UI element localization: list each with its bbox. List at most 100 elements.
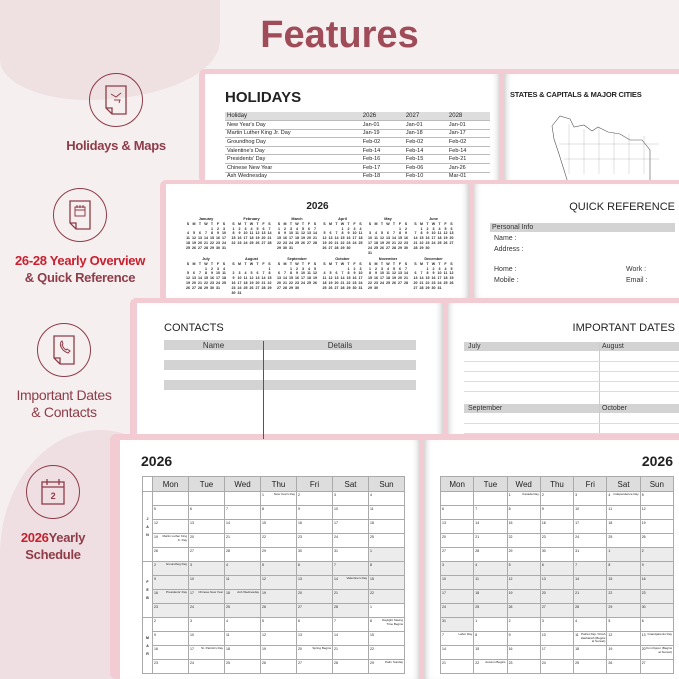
day-cell[interactable]: 8	[368, 561, 405, 576]
day-cell[interactable]: 27	[639, 659, 675, 674]
day-cell[interactable]: 17	[332, 519, 369, 534]
day-cell[interactable]: 16	[539, 519, 575, 534]
day-cell[interactable]: 7	[224, 505, 261, 520]
day-cell[interactable]: 25	[224, 603, 261, 618]
day-cell[interactable]: 2	[539, 491, 575, 506]
day-cell[interactable]: 18 Ash Wednesday	[224, 589, 261, 604]
day-cell[interactable]: 21	[332, 589, 369, 604]
day-cell[interactable]: 22	[506, 533, 541, 548]
day-cell[interactable]: 11	[368, 505, 405, 520]
day-cell[interactable]: 5	[506, 561, 541, 576]
day-cell[interactable]: 23	[506, 659, 541, 674]
day-cell[interactable]: 12	[260, 575, 297, 590]
day-cell[interactable]: 6	[539, 561, 575, 576]
day-cell[interactable]: 21	[332, 645, 369, 660]
day-cell[interactable]: 31	[332, 547, 369, 562]
day-cell[interactable]: 11	[473, 575, 508, 590]
day-cell[interactable]: 9	[296, 505, 333, 520]
day-cell[interactable]: 18	[606, 519, 641, 534]
day-cell[interactable]: 3	[188, 561, 225, 576]
day-cell[interactable]: 9	[639, 561, 675, 576]
day-cell[interactable]: 14	[473, 519, 508, 534]
day-cell[interactable]: 27	[439, 547, 475, 562]
day-cell[interactable]: 13	[296, 631, 333, 646]
day-cell[interactable]: 9	[152, 631, 189, 646]
day-cell[interactable]: 19	[260, 589, 297, 604]
day-cell[interactable]: 14	[332, 631, 369, 646]
day-cell[interactable]: 6	[296, 561, 333, 576]
day-cell[interactable]: 8 Daylight Saving Time Begins	[368, 617, 405, 632]
day-cell[interactable]: 6	[639, 617, 675, 632]
day-cell[interactable]: 6	[296, 617, 333, 632]
day-cell[interactable]: 8	[506, 505, 541, 520]
day-cell[interactable]: 21	[573, 589, 608, 604]
day-cell[interactable]: 26	[260, 603, 297, 618]
day-cell[interactable]: 1	[606, 547, 641, 562]
day-cell[interactable]: 5	[152, 505, 189, 520]
day-cell[interactable]: 10	[539, 631, 575, 646]
day-cell[interactable]: 26	[260, 659, 297, 674]
day-cell[interactable]: 20	[188, 533, 225, 548]
day-cell[interactable]: 15	[368, 575, 405, 590]
day-cell[interactable]: 1 New Year's Day	[260, 491, 297, 506]
day-cell[interactable]: 21	[224, 533, 261, 548]
day-cell[interactable]	[439, 491, 475, 506]
day-cell[interactable]: 18	[368, 519, 405, 534]
day-cell[interactable]: 31	[439, 617, 475, 632]
day-cell[interactable]: 20 Spring Begins	[296, 645, 333, 660]
day-cell[interactable]: 21	[439, 659, 475, 674]
day-cell[interactable]: 3	[573, 491, 608, 506]
day-cell[interactable]: 2 Groundhog Day	[152, 561, 189, 576]
day-cell[interactable]: 14	[439, 645, 475, 660]
day-cell[interactable]: 7	[332, 617, 369, 632]
day-cell[interactable]: 31	[573, 547, 608, 562]
day-cell[interactable]: 17	[573, 519, 608, 534]
day-cell[interactable]: 16	[639, 575, 675, 590]
day-cell[interactable]: 5	[639, 491, 675, 506]
day-cell[interactable]: 10	[188, 575, 225, 590]
day-cell[interactable]: 6	[188, 505, 225, 520]
day-cell[interactable]: 25	[368, 533, 405, 548]
day-cell[interactable]	[224, 491, 261, 506]
day-cell[interactable]: 30	[539, 547, 575, 562]
day-cell[interactable]: 15	[506, 519, 541, 534]
day-cell[interactable]: 7	[573, 561, 608, 576]
day-cell[interactable]	[152, 491, 189, 506]
day-cell[interactable]: 27	[296, 603, 333, 618]
day-cell[interactable]: 17	[539, 645, 575, 660]
day-cell[interactable]: 5	[606, 617, 641, 632]
day-cell[interactable]: 24	[439, 603, 475, 618]
day-cell[interactable]: 29	[606, 603, 641, 618]
day-cell[interactable]: 14	[573, 575, 608, 590]
day-cell[interactable]: 4	[368, 491, 405, 506]
day-cell[interactable]: 25	[573, 659, 608, 674]
day-cell[interactable]: 24	[332, 533, 369, 548]
day-cell[interactable]: 18	[224, 645, 261, 660]
day-cell[interactable]: 28	[332, 659, 369, 674]
day-cell[interactable]: 24	[188, 659, 225, 674]
day-cell[interactable]: 4	[224, 617, 261, 632]
day-cell[interactable]: 23	[539, 533, 575, 548]
day-cell[interactable]: 11 Patriot Day / Rosh Hashanah (Begins at…	[573, 631, 608, 646]
day-cell[interactable]: 16 Presidents' Day	[152, 589, 189, 604]
day-cell[interactable]: 16	[506, 645, 541, 660]
day-cell[interactable]: 19	[639, 519, 675, 534]
day-cell[interactable]: 10	[332, 505, 369, 520]
day-cell[interactable]: 28	[573, 603, 608, 618]
day-cell[interactable]: 9	[506, 631, 541, 646]
day-cell[interactable]: 13	[188, 519, 225, 534]
day-cell[interactable]: 29	[260, 547, 297, 562]
day-cell[interactable]: 18	[573, 645, 608, 660]
day-cell[interactable]: 8	[260, 505, 297, 520]
day-cell[interactable]: 24	[573, 533, 608, 548]
day-cell[interactable]: 3	[539, 617, 575, 632]
day-cell[interactable]: 10	[439, 575, 475, 590]
day-cell[interactable]: 4	[573, 617, 608, 632]
day-cell[interactable]: 21	[473, 533, 508, 548]
day-cell[interactable]: 22	[368, 645, 405, 660]
day-cell[interactable]: 30	[639, 603, 675, 618]
day-cell[interactable]: 4	[224, 561, 261, 576]
day-cell[interactable]: 10	[188, 631, 225, 646]
day-cell[interactable]: 22 Autumn Begins	[473, 659, 508, 674]
day-cell[interactable]: 20	[539, 589, 575, 604]
